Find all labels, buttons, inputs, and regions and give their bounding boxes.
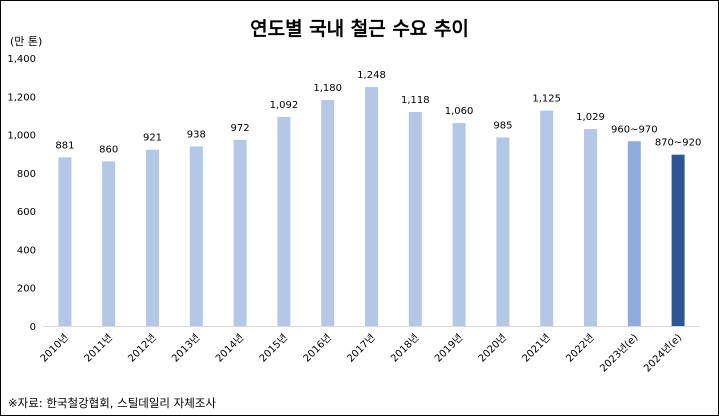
x-tick-label: 2015년 (257, 332, 290, 365)
x-tick-label: 2013년 (169, 332, 202, 365)
y-tick-label: 800 (17, 169, 36, 180)
bar (365, 87, 378, 327)
y-axis: 0 200 400 600 800 1,000 1,200 1,400 (7, 54, 36, 333)
unit-label: (만 톤) (10, 35, 43, 48)
bar (584, 129, 597, 326)
data-label: 985 (493, 120, 512, 131)
y-tick-label: 600 (17, 207, 36, 218)
x-axis: 2010년 2011년 2012년 2013년 2014년 2015년 2016년 2017년… (38, 326, 700, 375)
y-tick-label: 0 (30, 322, 36, 333)
bars (58, 87, 685, 327)
data-label: 1,029 (576, 112, 605, 123)
x-tick-label: 2017년 (345, 332, 378, 365)
data-label: 1,092 (270, 100, 299, 111)
x-tick-label: 2021년 (520, 332, 553, 365)
bar (102, 161, 116, 326)
y-tick-label: 1,000 (7, 131, 36, 142)
bar (540, 110, 554, 327)
bar (233, 139, 247, 326)
x-tick-label: 2012년 (126, 332, 159, 365)
x-tick-label: 2016년 (301, 332, 334, 365)
y-tick-label: 400 (17, 245, 36, 256)
bar (496, 137, 510, 326)
bar (452, 123, 466, 326)
data-label: 1,060 (445, 106, 474, 117)
data-label: 1,118 (401, 95, 430, 106)
x-tick-label: 2024년(e) (641, 332, 684, 375)
y-tick-label: 200 (17, 284, 36, 295)
x-tick-label: 2014년 (213, 332, 246, 365)
bar (277, 116, 291, 327)
data-labels: 881 860 921 938 972 1,092 1,180 1,248 1,118 1,060… (55, 70, 701, 155)
source-note: ※자료: 한국철강협회, 스틸데일리 자체조사 (8, 396, 216, 410)
bar (321, 100, 335, 326)
data-label: 870~920 (655, 138, 702, 149)
data-label: 972 (231, 123, 250, 134)
data-label: 1,125 (532, 94, 561, 105)
y-tick-label: 1,200 (7, 92, 36, 103)
data-label: 960~970 (611, 124, 658, 135)
data-label: 881 (55, 140, 74, 151)
data-label: 1,180 (313, 83, 342, 94)
x-tick-label: 2018년 (388, 332, 421, 365)
x-tick-label: 2019년 (432, 332, 465, 365)
bar (627, 141, 641, 326)
x-tick-label: 2023년(e) (598, 332, 641, 375)
y-tick-label: 1,400 (7, 54, 36, 65)
bar (671, 154, 685, 326)
bar (408, 111, 422, 327)
data-label: 860 (99, 144, 118, 155)
x-tick-label: 2022년 (564, 332, 597, 365)
data-label: 938 (187, 129, 206, 140)
bar (189, 146, 203, 326)
x-tick-label: 2020년 (476, 332, 509, 365)
chart-title: 연도별 국내 철근 수요 추이 (250, 18, 469, 40)
x-tick-label: 2011년 (82, 332, 115, 365)
data-label: 1,248 (357, 70, 386, 81)
data-label: 921 (143, 133, 162, 144)
x-tick-label: 2010년 (38, 332, 71, 365)
bar (146, 149, 159, 326)
bar (58, 157, 72, 326)
